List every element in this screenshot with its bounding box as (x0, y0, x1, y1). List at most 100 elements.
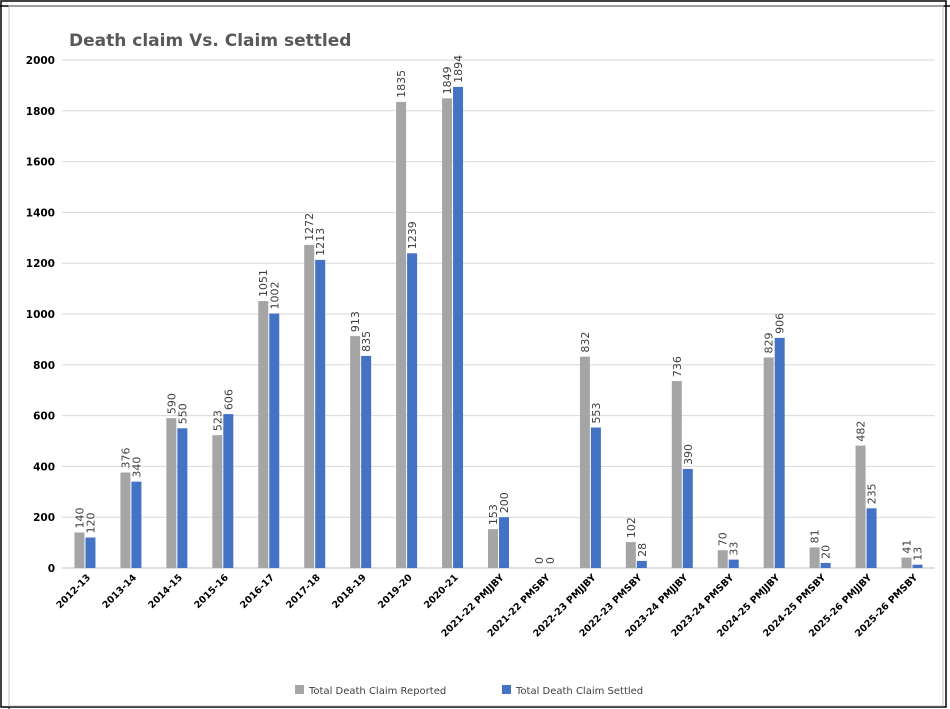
bar-reported (579, 356, 590, 568)
data-label-reported: 0 (533, 557, 546, 564)
bar-settled (315, 259, 326, 568)
bar-reported (74, 532, 85, 568)
data-label-settled: 20 (820, 545, 833, 559)
legend-swatch-reported (295, 685, 304, 694)
data-label-settled: 606 (222, 389, 235, 410)
data-label-settled: 13 (912, 547, 925, 561)
bar-settled (499, 517, 509, 568)
gridlines (62, 59, 935, 569)
data-label-settled: 33 (728, 542, 741, 556)
data-label-reported: 376 (119, 447, 132, 468)
data-label-settled: 835 (360, 331, 373, 352)
bar-reported (763, 357, 774, 568)
bar-settled (820, 562, 831, 568)
bar-settled (85, 537, 96, 568)
y-tick-label: 1200 (26, 258, 55, 270)
data-label-settled: 28 (636, 543, 649, 557)
bar-reported (258, 301, 269, 568)
legend: Total Death Claim Reported Total Death C… (295, 685, 643, 697)
data-label-settled: 1002 (268, 281, 281, 309)
data-label-reported: 1835 (395, 70, 408, 98)
data-label-settled: 553 (590, 403, 603, 424)
bar-reported (396, 101, 407, 568)
y-tick-label: 400 (33, 461, 55, 473)
bar-reported (304, 244, 315, 569)
bars (74, 86, 923, 569)
y-tick-label: 800 (33, 360, 55, 372)
bar-reported (120, 472, 131, 568)
data-label-reported: 140 (73, 507, 86, 528)
bar-reported (855, 445, 866, 568)
data-label-settled: 340 (130, 457, 143, 478)
data-label-settled: 120 (84, 513, 97, 534)
bar-settled (866, 508, 877, 568)
data-label-settled: 906 (774, 313, 787, 334)
data-label-settled: 200 (498, 492, 511, 513)
bar-reported (442, 98, 453, 568)
chart-title: Death claim Vs. Claim settled (69, 31, 351, 51)
y-tick-label: 1400 (26, 207, 55, 219)
bar-settled (774, 337, 785, 568)
x-axis: 2012-13 2013-14 2014-15 2015-16 2016-17 2017-… (54, 572, 920, 639)
x-tick-label: 2016-17 (238, 572, 277, 611)
bar-settled (912, 564, 923, 568)
legend-label-reported: Total Death Claim Reported (308, 686, 446, 697)
y-tick-label: 600 (33, 411, 55, 423)
bar-settled (269, 313, 280, 568)
x-tick-label: 2019-20 (376, 572, 415, 611)
bar-settled (407, 253, 418, 568)
data-label-reported: 1051 (257, 269, 270, 297)
y-tick-label: 2000 (26, 55, 55, 67)
bar-reported (488, 529, 498, 568)
bar-settled (453, 86, 464, 568)
data-label-reported: 153 (487, 504, 500, 525)
bar-settled (177, 428, 188, 568)
data-label-reported: 70 (717, 532, 730, 546)
bar-settled (682, 468, 693, 568)
x-tick-label: 2015-16 (192, 572, 231, 611)
y-tick-label: 0 (48, 563, 55, 575)
chart-area-border (8, 5, 944, 707)
data-label-reported: 590 (165, 393, 178, 414)
legend-label-settled: Total Death Claim Settled (515, 686, 643, 697)
data-label-reported: 736 (671, 356, 684, 377)
x-tick-label: 2012-13 (54, 572, 93, 611)
bar-reported (166, 418, 177, 568)
bar-settled (636, 560, 647, 568)
bar-settled (223, 414, 234, 568)
data-label-settled: 390 (682, 444, 695, 465)
x-tick-label: 2018-19 (330, 572, 369, 611)
data-label-settled: 1894 (452, 55, 465, 83)
bar-reported (212, 435, 223, 568)
x-tick-label: 2014-15 (146, 572, 185, 611)
data-label-settled: 1239 (406, 221, 419, 249)
bar-settled (131, 481, 142, 568)
bar-reported (671, 381, 682, 568)
bar-reported (809, 547, 820, 568)
data-label-reported: 41 (901, 540, 914, 554)
bar-settled (728, 559, 739, 568)
data-label-settled: 550 (176, 403, 189, 424)
bar-reported (625, 542, 636, 568)
data-label-settled: 0 (544, 557, 557, 564)
y-tick-label: 1000 (26, 309, 55, 321)
y-tick-label: 1600 (26, 157, 55, 169)
data-label-reported: 482 (855, 421, 868, 442)
data-label-settled: 235 (866, 483, 879, 504)
bar-settled (361, 355, 372, 568)
data-label-reported: 102 (625, 517, 638, 538)
bar-reported (901, 557, 912, 568)
data-label-settled: 1213 (314, 228, 327, 256)
bar-reported (350, 336, 361, 568)
data-label-reported: 832 (579, 332, 592, 353)
y-tick-label: 200 (33, 512, 55, 524)
data-label-reported: 523 (211, 410, 224, 431)
x-tick-label: 2013-14 (100, 572, 139, 611)
bar-settled (590, 427, 601, 568)
data-label-reported: 81 (809, 529, 822, 543)
x-tick-label: 2020-21 (422, 572, 461, 611)
